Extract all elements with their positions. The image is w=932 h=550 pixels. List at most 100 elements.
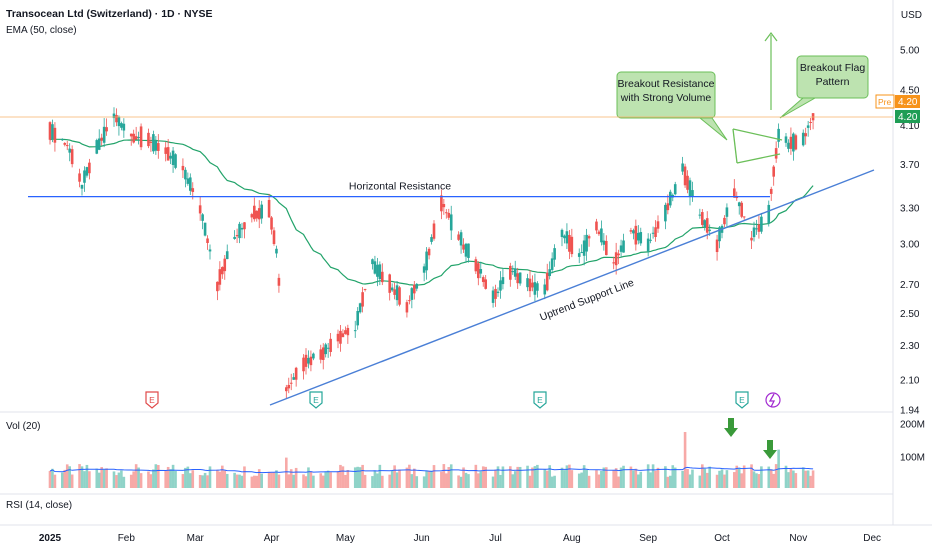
flag-side-line xyxy=(732,128,738,164)
volume-bar xyxy=(132,471,135,488)
breakout-resistance-callout-box xyxy=(616,71,716,119)
volume-bar xyxy=(568,464,571,488)
candle-body xyxy=(272,230,276,245)
rsi-indicator-label[interactable]: RSI (14, close) xyxy=(6,500,73,511)
candle-body xyxy=(656,221,660,229)
candle-body xyxy=(491,290,495,303)
volume-bar xyxy=(787,472,790,488)
volume-bar xyxy=(536,464,539,488)
volume-bar xyxy=(752,471,756,488)
time-tick-label: Aug xyxy=(563,533,581,544)
candle-body xyxy=(560,229,564,238)
volume-bar xyxy=(390,470,394,488)
candle-body xyxy=(499,280,502,291)
currency-label[interactable]: USD xyxy=(900,10,922,21)
candle-body xyxy=(792,133,795,152)
candle-body xyxy=(206,238,209,243)
candle-body xyxy=(287,384,291,389)
volume-bar xyxy=(639,471,643,488)
volume-bar xyxy=(494,469,497,488)
volume-bar xyxy=(617,476,620,488)
volume-bar xyxy=(413,468,416,488)
grid-lines xyxy=(0,0,932,526)
symbol-title[interactable]: Transocean Ltd (Switzerland) · 1D · NYSE xyxy=(6,8,213,20)
candle-body xyxy=(346,327,350,336)
candle-body xyxy=(494,288,497,299)
volume-bar xyxy=(673,467,677,488)
candle-body xyxy=(223,258,227,272)
volume-bar xyxy=(671,465,675,488)
candle-body xyxy=(356,310,359,326)
candle-body xyxy=(233,236,236,239)
breakout-flag-callout-tail xyxy=(779,97,817,119)
dividend-icon xyxy=(768,393,776,408)
candle-body xyxy=(260,204,263,219)
volume-bar xyxy=(363,474,367,488)
candle-body xyxy=(413,284,416,294)
price-tick-label: 4.10 xyxy=(900,121,920,132)
candle-body xyxy=(479,269,483,274)
ema-indicator-label[interactable]: EMA (50, close) xyxy=(6,25,77,36)
volume-bar xyxy=(80,466,84,488)
price-tick-label: 2.30 xyxy=(900,341,920,352)
candle-body xyxy=(344,330,347,334)
candle-body xyxy=(550,258,554,270)
volume-bar xyxy=(597,474,601,488)
volume-layer xyxy=(48,432,815,488)
candle-body xyxy=(565,231,569,244)
volume-bar xyxy=(516,466,519,488)
volume-bar xyxy=(789,468,793,488)
volume-down-arrow xyxy=(724,418,738,437)
volume-bar xyxy=(48,470,52,488)
volume-bar xyxy=(408,464,411,488)
candle-body xyxy=(725,207,729,217)
candle-body xyxy=(257,208,261,220)
earnings-marker-letter: E xyxy=(537,395,543,405)
volume-ma-line xyxy=(49,466,814,474)
candle-body xyxy=(622,240,625,253)
candle-body xyxy=(447,212,451,218)
candle-body xyxy=(617,253,620,256)
volume-bar xyxy=(216,469,219,488)
candle-body xyxy=(701,212,704,225)
candle-body xyxy=(186,178,190,184)
volume-bar xyxy=(474,464,478,488)
candle-body xyxy=(686,175,689,190)
candle-body xyxy=(88,162,91,174)
volume-bar xyxy=(742,465,746,488)
axes-layer: 5.00 4.50 4.10 3.70 3.30 3.00 2.70 2.50 2.30 2.10… xyxy=(39,46,925,545)
volume-bar xyxy=(718,470,721,488)
candle-body xyxy=(619,245,623,252)
volume-indicator-label[interactable]: Vol (20) xyxy=(6,421,41,432)
horizontal-resistance-label: Horizontal Resistance xyxy=(349,181,451,193)
volume-bar xyxy=(149,474,153,488)
time-tick-label: Feb xyxy=(118,533,136,544)
candle-body xyxy=(147,132,150,147)
candle-body xyxy=(585,234,588,252)
volume-bar xyxy=(526,465,529,488)
volume-bar xyxy=(585,469,588,488)
candle-body xyxy=(169,155,172,159)
volume-bar xyxy=(767,466,771,488)
volume-bar xyxy=(312,475,315,488)
candle-body xyxy=(457,234,460,240)
candle-body xyxy=(430,237,433,242)
candle-body xyxy=(405,302,409,313)
candle-body xyxy=(415,283,419,289)
candle-body xyxy=(760,216,763,232)
time-tick-label: Jul xyxy=(489,533,502,544)
volume-bar xyxy=(122,476,126,488)
volume-bar xyxy=(809,475,812,488)
volume-tick-label: 100M xyxy=(900,453,925,464)
volume-bar xyxy=(669,475,672,488)
volume-bar xyxy=(65,464,69,488)
candle-body xyxy=(698,214,702,216)
volume-bar xyxy=(654,470,657,488)
price-tick-label: 5.00 xyxy=(900,46,920,57)
candle-body xyxy=(531,282,534,288)
volume-bar xyxy=(191,470,195,488)
volume-bar xyxy=(356,466,359,488)
candle-body xyxy=(115,114,118,123)
volume-bar xyxy=(440,471,443,488)
